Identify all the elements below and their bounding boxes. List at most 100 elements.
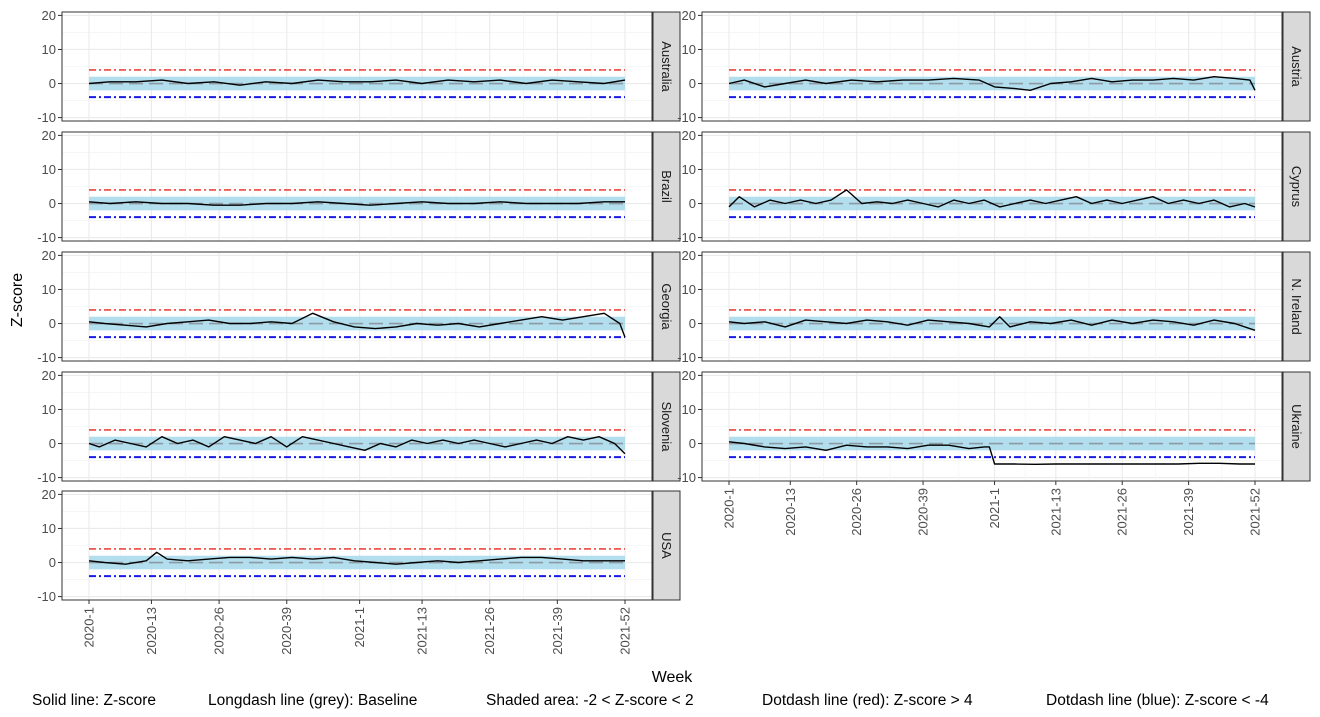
facet-label: N. Ireland [1289,278,1304,334]
zscore-series-line [88,79,626,86]
zscore-series-line [728,441,1255,465]
y-tick-label: 10 [42,282,56,297]
y-tick-label: 10 [682,282,696,297]
y-tick-label: 20 [42,368,56,383]
panel-slovenia: -10 0 10 20 Slovenia [37,368,681,485]
y-tick-label: -10 [37,230,56,245]
facet-strip [652,11,681,122]
y-tick-label: -10 [677,110,696,125]
legend-item-3: Shaded area: -2 < Z-score < 2 [486,692,694,709]
x-tick-label: 2021-13 [1048,488,1063,536]
zscore-series-line [728,189,1256,208]
y-tick-label: 20 [682,368,696,383]
facet-strip [1282,131,1311,242]
y-tick-label: 10 [682,402,696,417]
y-tick-label: 0 [49,196,56,211]
panel-ukraine: -10 0 10 20 Ukraine 2020-1 2020-13 2020-26 2020-… [677,368,1311,536]
facet-strip [1282,371,1311,482]
y-tick-label: 20 [42,248,56,263]
x-tick-label: 2020-1 [722,488,737,528]
y-tick-label: -10 [677,470,696,485]
y-tick-label: 0 [689,196,696,211]
panel-border [701,371,1283,482]
facet-strip [652,490,681,601]
panel-australia: -10 0 10 20 Australia [37,8,681,125]
facet-strip [652,251,681,362]
y-tick-label: 0 [49,436,56,451]
x-tick-label: 2020-13 [144,607,159,655]
x-tick-label: 2020-13 [783,488,798,536]
panel-border [61,11,653,122]
x-axis-title: Week [652,669,694,686]
panel-border [61,251,653,362]
y-tick-label: 20 [42,8,56,23]
x-tick-label: 2021-39 [550,607,565,655]
y-tick-label: 10 [42,42,56,57]
y-tick-label: 20 [42,487,56,502]
x-tick-label: 2020-1 [82,607,97,647]
y-tick-label: -10 [677,350,696,365]
y-tick-label: 20 [682,248,696,263]
zscore-series-line [88,312,626,338]
legend-item-2: Longdash line (grey): Baseline [208,692,417,709]
y-tick-label: -10 [37,589,56,604]
facet-label: USA [659,532,674,559]
facet-strip [1282,251,1311,362]
y-tick-label: 0 [49,555,56,570]
y-axis-title: Z-score [9,273,26,327]
y-tick-label: 10 [42,521,56,536]
panel-georgia: -10 0 10 20 Georgia [37,248,681,365]
zscore-series-line [88,551,625,565]
y-tick-label: -10 [37,350,56,365]
zscore-series-line [728,316,1256,331]
facet-strip [652,131,681,242]
x-tick-label: 2021-52 [618,607,633,655]
facet-strip [652,371,681,482]
panel-usa: -10 0 10 20 USA 2020-1 2020-13 2020-26 2020-39 20… [37,487,681,655]
x-tick-label: 2021-1 [352,607,367,647]
y-tick-label: 0 [689,316,696,331]
facet-label: Georgia [659,283,674,330]
y-tick-label: 20 [42,128,56,143]
panel-border [61,131,653,242]
zscore-series-line [88,436,626,455]
facet-label: Ukraine [1289,404,1304,449]
panel-austria: -10 0 10 20 Austria [677,8,1311,125]
panel-border [61,371,653,482]
facet-label: Austria [1289,46,1304,87]
y-tick-label: -10 [37,110,56,125]
y-tick-label: 10 [42,402,56,417]
zscore-series-line [88,201,625,206]
facet-label: Brazil [659,170,674,203]
facet-label: Slovenia [659,402,674,453]
facet-label: Australia [659,41,674,92]
x-tick-label: 2020-39 [279,607,294,655]
panel-cyprus: -10 0 10 20 Cyprus [677,128,1311,245]
y-tick-label: 10 [682,42,696,57]
legend-item-4: Dotdash line (red): Z-score > 4 [762,692,973,709]
x-tick-label: 2021-13 [415,607,430,655]
x-tick-label: 2021-26 [482,607,497,655]
panel-border [701,11,1283,122]
legend-item-1: Solid line: Z-score [32,692,156,709]
x-tick-label: 2021-26 [1115,488,1130,536]
y-tick-label: 0 [689,76,696,91]
x-tick-label: 2020-39 [916,488,931,536]
y-tick-label: 0 [49,316,56,331]
y-tick-label: 10 [682,162,696,177]
legend-item-5: Dotdash line (blue): Z-score < -4 [1046,692,1269,709]
x-tick-label: 2020-26 [212,607,227,655]
y-tick-label: -10 [677,230,696,245]
panel-brazil: -10 0 10 20 Brazil [37,128,681,245]
x-tick-label: 2021-39 [1181,488,1196,536]
x-tick-label: 2021-1 [987,488,1002,528]
panel-n-ireland: -10 0 10 20 N. Ireland [677,248,1311,365]
y-tick-label: 10 [42,162,56,177]
y-tick-label: 20 [682,8,696,23]
y-tick-label: 0 [689,436,696,451]
facet-strip [1282,11,1311,122]
x-tick-label: 2020-26 [849,488,864,536]
x-tick-label: 2021-52 [1248,488,1263,536]
y-tick-label: 20 [682,128,696,143]
